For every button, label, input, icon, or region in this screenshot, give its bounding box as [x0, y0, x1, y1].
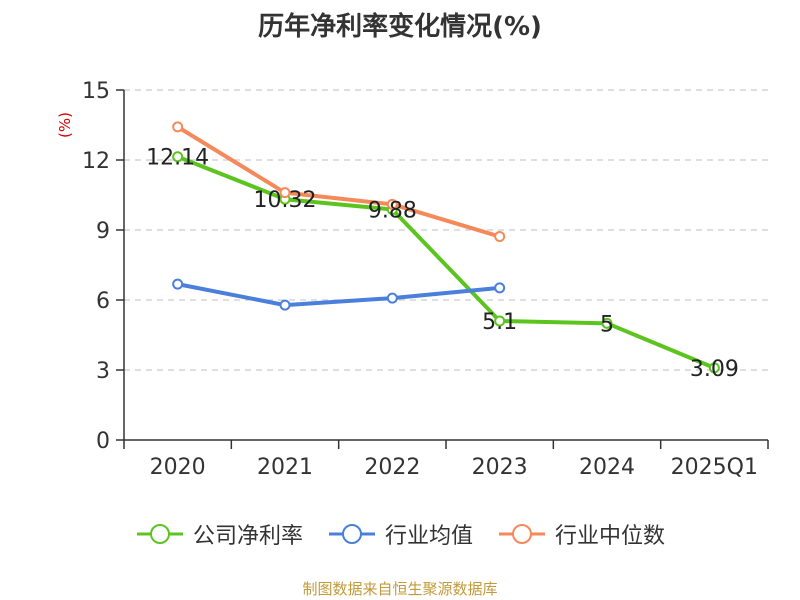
data-label: 5.1 [482, 310, 517, 335]
x-tick-label: 2022 [364, 455, 420, 480]
data-label-layer: 12.14 10.32 9.88 5.1 5 3.09 [146, 146, 739, 382]
x-tick-label: 2023 [472, 455, 528, 480]
legend-swatch [328, 524, 375, 544]
data-point [172, 121, 184, 133]
data-label: 3.09 [690, 357, 739, 382]
data-label: 5 [600, 312, 614, 337]
y-tick-label: 0 [96, 429, 110, 454]
legend-item: 行业中位数 [497, 518, 665, 550]
x-tick-label: 2025Q1 [671, 455, 758, 480]
data-point [708, 362, 720, 374]
data-label: 10.32 [254, 188, 317, 213]
data-point [494, 315, 506, 327]
legend-item: 行业均值 [327, 518, 473, 550]
data-point [279, 299, 291, 311]
x-tick-label: 2020 [150, 455, 206, 480]
data-point [494, 231, 506, 243]
series-line-1 [177, 282, 500, 308]
x-tick-label: 2024 [579, 455, 635, 480]
series-line-0 [176, 154, 716, 370]
data-point [494, 282, 506, 294]
series-layer [172, 121, 720, 374]
data-point [172, 151, 184, 163]
y-tick-label: 12 [82, 149, 110, 174]
data-point [386, 292, 398, 304]
y-axis-label: (%) [56, 112, 74, 138]
data-point [386, 198, 398, 210]
data-label: 12.14 [146, 146, 209, 171]
y-tick-label: 3 [96, 359, 110, 384]
grid-layer [124, 89, 768, 371]
data-label: 9.88 [368, 198, 417, 223]
x-tick-label: 2021 [257, 455, 313, 480]
series-line-2 [176, 125, 501, 239]
chart-title: 历年净利率变化情况(%) [258, 12, 542, 42]
legend-swatch [136, 524, 183, 544]
source-note: 制图数据来自恒生聚源数据库 [302, 580, 498, 598]
axis-layer: 0 3 6 9 12 15 2020 2021 2022 2023 2024 2025Q1 (%) [56, 79, 769, 480]
legend: 公司净利率 行业均值 行业中位数 [0, 518, 800, 550]
data-point [172, 278, 184, 290]
y-tick-label: 15 [82, 79, 110, 104]
legend-label: 公司净利率 [192, 524, 303, 549]
data-point [601, 317, 613, 329]
y-tick-label: 9 [96, 219, 110, 244]
legend-item: 公司净利率 [135, 518, 303, 550]
legend-swatch [499, 524, 545, 544]
data-point [279, 187, 291, 199]
legend-label: 行业均值 [384, 524, 473, 549]
legend-label: 行业中位数 [555, 524, 666, 549]
y-tick-label: 6 [96, 289, 110, 314]
